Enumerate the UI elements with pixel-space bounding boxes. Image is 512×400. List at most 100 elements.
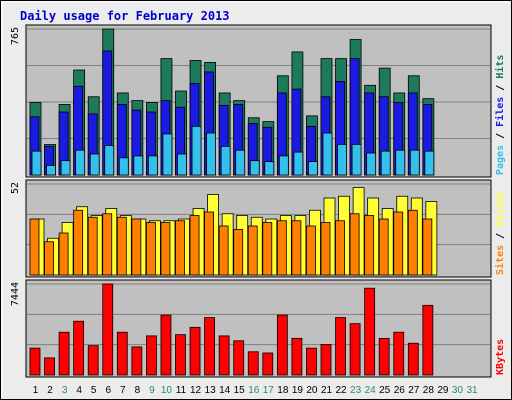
- bar-kbytes-day-14: [218, 335, 230, 376]
- day-label-4: 4: [76, 385, 82, 396]
- bar-kbytes-day-27: [407, 342, 419, 376]
- bar-sites-day-21: [320, 222, 331, 276]
- bar-kbytes-day-25: [378, 337, 390, 376]
- bar-pages-day-7: [118, 157, 129, 176]
- bar-sites-day-8: [131, 218, 142, 276]
- bar-sites-day-20: [306, 225, 316, 276]
- bar-sites-day-6: [102, 213, 113, 276]
- bar-kbytes-day-16: [247, 351, 259, 376]
- bar-kbytes-day-20: [306, 347, 317, 376]
- day-label-17: 17: [263, 385, 275, 396]
- bar-kbytes-day-19: [291, 337, 303, 376]
- day-label-5: 5: [91, 385, 97, 396]
- day-label-20: 20: [306, 385, 318, 396]
- legend-item-hits: Hits: [494, 55, 506, 79]
- bar-sites-day-18: [276, 220, 287, 276]
- bar-pages-day-12: [191, 125, 202, 176]
- bar-kbytes-day-28: [422, 304, 434, 376]
- bar-kbytes-day-23: [349, 323, 361, 376]
- max-value-label-hits-files-pages: 765: [10, 27, 21, 45]
- legend-separator: /: [495, 127, 506, 145]
- bar-kbytes-day-17: [262, 352, 274, 376]
- bar-pages-day-11: [177, 153, 187, 176]
- bar-pages-day-4: [75, 149, 86, 176]
- bar-kbytes-day-4: [73, 320, 85, 376]
- day-label-13: 13: [205, 385, 217, 396]
- day-label-16: 16: [248, 385, 260, 396]
- legend-hits-files-pages: Pages / Files / Hits: [494, 55, 506, 175]
- bar-kbytes-day-13: [204, 317, 216, 376]
- day-label-9: 9: [149, 385, 155, 396]
- bar-sites-day-27: [407, 209, 418, 276]
- bar-kbytes-day-5: [87, 345, 99, 376]
- bar-sites-day-24: [364, 215, 375, 276]
- bar-sites-day-23: [349, 213, 360, 276]
- day-label-2: 2: [47, 385, 53, 396]
- day-label-23: 23: [350, 385, 362, 396]
- bar-pages-day-28: [424, 150, 435, 176]
- bar-pages-day-14: [220, 145, 231, 176]
- day-label-3: 3: [62, 385, 68, 396]
- bar-pages-day-20: [308, 161, 318, 176]
- bar-sites-day-9: [145, 222, 156, 276]
- day-label-21: 21: [321, 385, 333, 396]
- bar-pages-day-18: [278, 155, 289, 176]
- day-label-15: 15: [234, 385, 246, 396]
- day-label-27: 27: [408, 385, 420, 396]
- chart-panels: 765 Pages / Files / Hits 52 Sites / Visits 7…: [10, 24, 506, 378]
- bar-sites-day-13: [204, 211, 215, 276]
- day-label-6: 6: [105, 385, 111, 396]
- day-label-14: 14: [219, 385, 231, 396]
- bar-sites-day-17: [262, 222, 273, 276]
- bar-kbytes-day-22: [335, 317, 346, 376]
- bar-pages-day-24: [366, 152, 377, 176]
- bar-pages-day-5: [89, 153, 100, 176]
- bar-sites-day-1: [29, 218, 40, 276]
- legend-item-visits: Visits: [494, 191, 506, 227]
- bar-kbytes-day-8: [131, 346, 143, 376]
- bar-pages-day-17: [264, 161, 275, 176]
- legend-item-sites: Sites: [494, 245, 506, 275]
- day-label-25: 25: [379, 385, 391, 396]
- day-axis-labels: 1 2 3 4 5 6 7 8 9 10 11 12 13 14 15 16 17 18 19 20 21 22 23 24 2…: [33, 385, 478, 396]
- legend-item-files: Files: [494, 97, 506, 127]
- bar-sites-day-26: [393, 211, 404, 276]
- bar-pages-day-23: [351, 144, 362, 176]
- max-value-label-kbytes: 7444: [10, 282, 21, 306]
- bar-pages-day-13: [206, 132, 217, 176]
- bar-kbytes-day-6: [102, 283, 114, 376]
- panel-hits-files-pages: 765 Pages / Files / Hits: [10, 24, 506, 178]
- bar-pages-day-19: [293, 151, 304, 176]
- bar-pages-day-27: [409, 149, 420, 176]
- legend-visits-sites: Sites / Visits: [494, 191, 506, 275]
- day-label-11: 11: [176, 385, 187, 396]
- bar-sites-day-10: [160, 222, 171, 276]
- day-label-18: 18: [277, 385, 289, 396]
- bar-sites-day-4: [73, 209, 84, 276]
- bar-sites-day-7: [116, 216, 127, 276]
- legend-kbytes: KBytes: [495, 339, 506, 375]
- bar-kbytes-day-2: [44, 357, 55, 376]
- bar-sites-day-12: [189, 215, 200, 276]
- bar-sites-day-19: [291, 220, 302, 276]
- bar-kbytes-day-24: [364, 287, 376, 376]
- bar-kbytes-day-7: [116, 331, 128, 376]
- day-label-26: 26: [394, 385, 406, 396]
- bar-kbytes-day-9: [145, 335, 157, 376]
- day-label-31: 31: [466, 385, 478, 396]
- bar-pages-day-6: [104, 145, 115, 176]
- bar-sites-day-11: [175, 220, 185, 276]
- day-label-10: 10: [161, 385, 173, 396]
- bar-sites-day-15: [233, 229, 244, 276]
- day-label-19: 19: [292, 385, 304, 396]
- bar-pages-day-9: [147, 155, 158, 176]
- bar-kbytes-day-12: [189, 326, 201, 376]
- bar-kbytes-day-10: [160, 314, 172, 376]
- bar-sites-day-22: [335, 220, 345, 276]
- day-label-24: 24: [365, 385, 377, 396]
- bar-pages-day-2: [46, 165, 56, 176]
- bar-sites-day-14: [218, 225, 229, 276]
- day-label-12: 12: [190, 385, 202, 396]
- day-label-8: 8: [135, 385, 141, 396]
